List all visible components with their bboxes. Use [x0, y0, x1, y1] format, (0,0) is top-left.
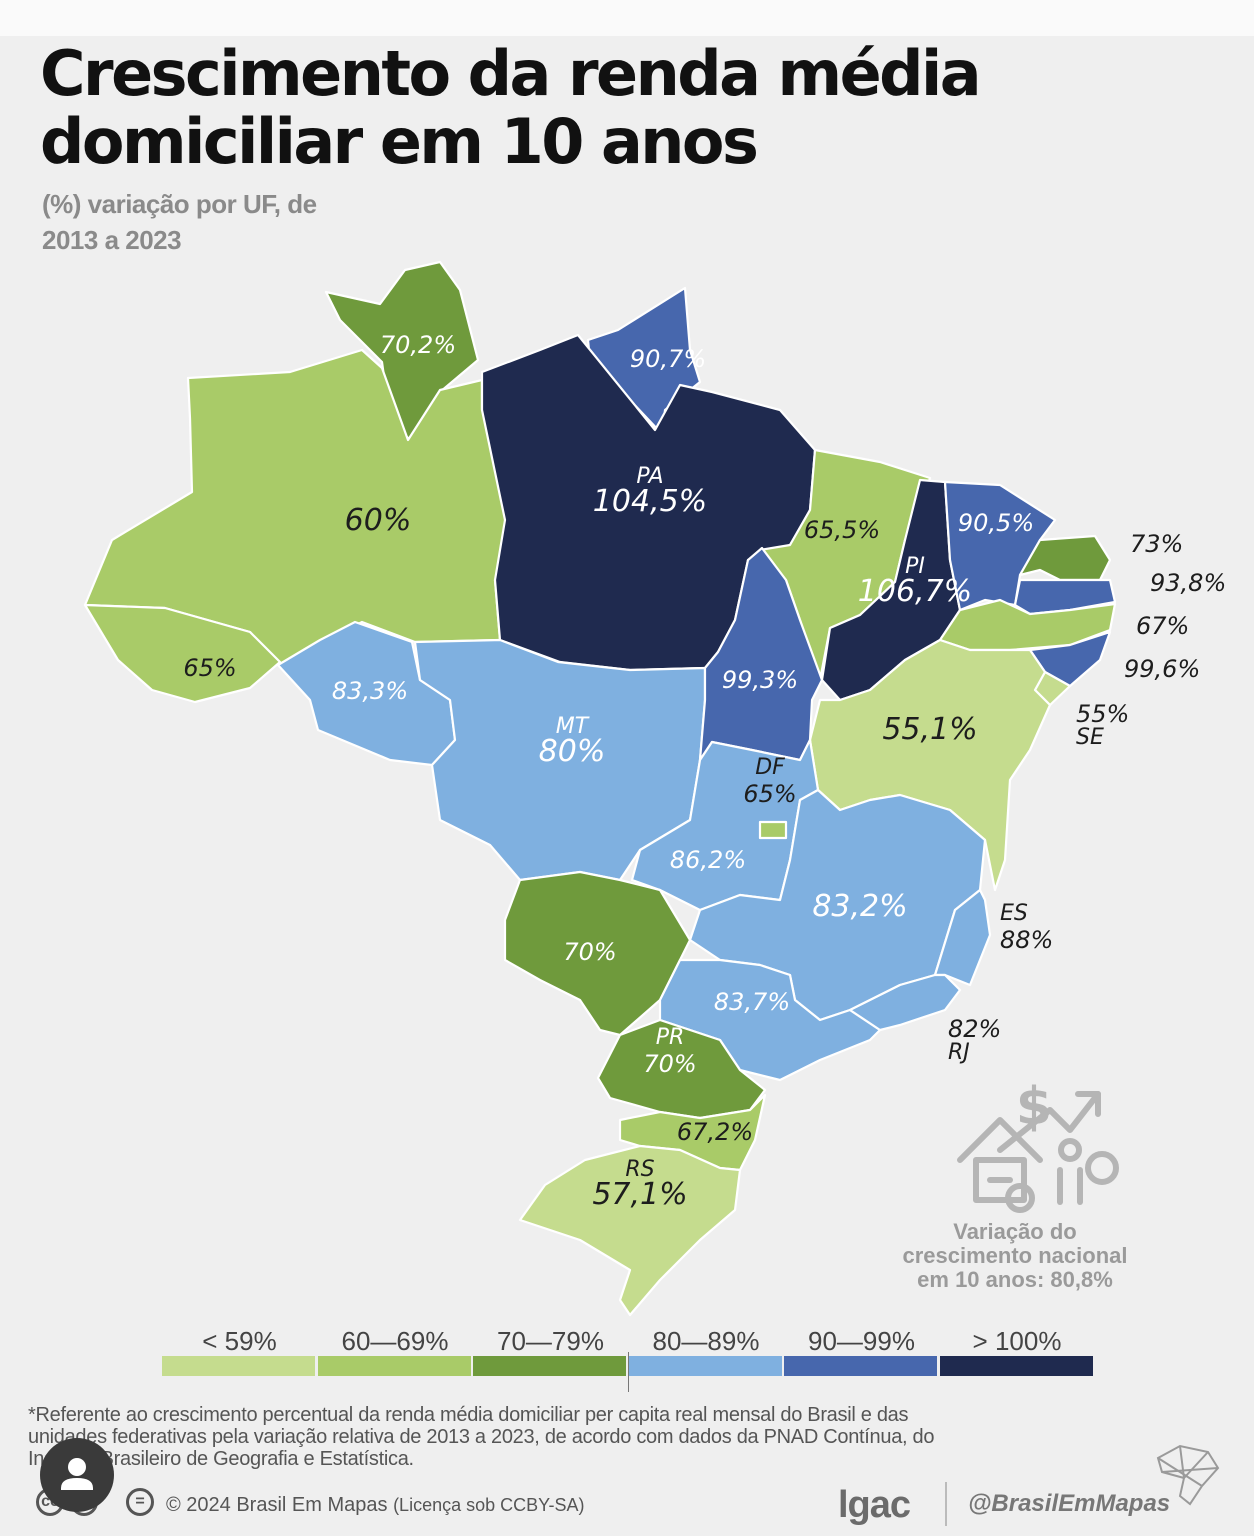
page-title: Crescimento da renda média domiciliar em…	[40, 40, 1040, 176]
house-income-growth-icon: $	[957, 1077, 1119, 1213]
state-label-to: 99,3%	[722, 666, 798, 694]
state-label-pb: 93,8%	[1150, 569, 1226, 597]
copyright-text: © 2024 Brasil Em Mapas	[166, 1494, 388, 1516]
legend-national-marker	[628, 1352, 629, 1392]
legend-label: 80—89%	[652, 1326, 760, 1356]
state-uf-df: DF	[755, 755, 785, 780]
legend-label: < 59%	[202, 1326, 277, 1356]
state-uf-se: SE	[1076, 725, 1104, 750]
national-growth-note: Variação do crescimento nacional em 10 a…	[880, 1220, 1150, 1292]
state-pr	[596, 1018, 767, 1120]
state-label-df: DF 65%	[743, 755, 796, 808]
state-uf-pa: PA	[636, 464, 663, 489]
national-line-3: em 10 anos: 80,8%	[917, 1267, 1113, 1292]
national-line-1: Variação do	[953, 1219, 1077, 1244]
state-rs	[518, 1144, 742, 1317]
state-df	[758, 820, 788, 840]
state-label-pe: 67%	[1136, 612, 1189, 640]
state-value-se: 55%	[1076, 700, 1129, 728]
state-label-pi: PI 106,7%	[858, 554, 972, 609]
state-value-pa: 104,5%	[593, 484, 707, 519]
state-value-pr: 70%	[643, 1050, 696, 1078]
legend-swatch	[473, 1356, 626, 1376]
state-label-rj: 82% RJ	[948, 1015, 1001, 1065]
state-uf-rs: RS	[625, 1157, 654, 1182]
legend-swatch	[628, 1356, 782, 1376]
state-label-pa: PA 104,5%	[593, 464, 707, 519]
legend-label: > 100%	[972, 1326, 1062, 1356]
svg-text:$: $	[1016, 1077, 1052, 1137]
legend-item-lt59: < 59%	[162, 1322, 317, 1384]
subtitle-line-2: 2013 a 2023	[42, 225, 182, 255]
state-label-ap: 90,7%	[630, 345, 706, 373]
legend-label: 70—79%	[497, 1326, 604, 1356]
legend-swatch	[939, 1356, 1093, 1376]
state-label-se: 55% SE	[1076, 700, 1129, 750]
title-line-1: Crescimento da renda média	[40, 37, 982, 110]
state-label-mt: MT 80%	[539, 714, 606, 769]
state-sc	[618, 1093, 767, 1172]
top-strip	[0, 0, 1254, 36]
title-line-2: domiciliar em 10 anos	[40, 105, 759, 178]
state-uf-es: ES	[1000, 901, 1028, 926]
state-value-rj: 82%	[948, 1015, 1001, 1043]
avatar-button[interactable]	[40, 1438, 114, 1512]
legend-label: 90—99%	[808, 1326, 915, 1356]
legend-item-c80_89: 80—89%	[628, 1322, 784, 1384]
state-value-pi: 106,7%	[858, 574, 972, 609]
state-uf-mt: MT	[556, 714, 590, 739]
state-label-ro: 83,3%	[332, 677, 408, 705]
legend-swatch	[317, 1356, 471, 1376]
state-label-es: ES 88%	[1000, 901, 1053, 954]
national-line-2: crescimento nacional	[902, 1243, 1128, 1268]
state-label-ms: 70%	[563, 938, 616, 966]
legend: < 59% 60—69% 70—79% 80—89% 90—99% > 100%	[162, 1322, 1094, 1384]
state-value-rs: 57,1%	[592, 1177, 687, 1212]
state-label-sc: 67,2%	[677, 1118, 753, 1146]
legend-item-c60_69: 60—69%	[317, 1322, 473, 1384]
legend-swatch	[162, 1356, 315, 1376]
person-icon	[61, 1458, 93, 1490]
state-ac	[83, 603, 282, 704]
legend-item-gt100: > 100%	[939, 1322, 1095, 1384]
legend-label: 60—69%	[341, 1326, 449, 1356]
state-label-am: 60%	[345, 503, 412, 538]
footer-divider	[945, 1482, 947, 1526]
state-label-pr: PR 70%	[643, 1025, 696, 1078]
state-uf-rj: RJ	[948, 1040, 970, 1065]
license-text: (Licença sob CCBY-SA)	[393, 1495, 585, 1515]
subtitle-line-1: (%) variação por UF, de	[42, 189, 317, 219]
legend-swatch	[784, 1356, 937, 1376]
state-label-ce: 90,5%	[958, 509, 1034, 537]
footnote: *Referente ao crescimento percentual da …	[28, 1404, 935, 1470]
brazil-map: 70,2% 90,7% 60% PA 104,5% 65% 83,3% MT 80% 65,5% P…	[83, 260, 1226, 1317]
social-handle: @BrasilEmMapas	[968, 1490, 1171, 1517]
legend-item-c70_79: 70—79%	[473, 1322, 628, 1384]
state-label-ma: 65,5%	[804, 516, 880, 544]
state-ms	[503, 870, 692, 1037]
state-label-mg: 83,2%	[812, 889, 907, 924]
state-label-rs: RS 57,1%	[592, 1157, 687, 1212]
state-label-rr: 70,2%	[380, 331, 456, 359]
state-rj	[848, 973, 962, 1032]
state-label-rn: 73%	[1130, 530, 1183, 558]
state-uf-pi: PI	[905, 554, 925, 579]
state-label-go: 86,2%	[670, 846, 746, 874]
nd-icon: =	[126, 1488, 154, 1516]
legend-item-c90_99: 90—99%	[784, 1322, 939, 1384]
state-uf-pr: PR	[656, 1025, 685, 1050]
state-label-al: 99,6%	[1124, 655, 1200, 683]
state-value-mt: 80%	[539, 734, 606, 769]
state-value-df: 65%	[743, 780, 796, 808]
lgac-logo: lgac	[838, 1484, 911, 1526]
state-label-ac: 65%	[183, 654, 236, 682]
copyright: © 2024 Brasil Em Mapas (Licença sob CCBY…	[166, 1494, 584, 1517]
state-label-ba: 55,1%	[882, 712, 977, 747]
state-value-es: 88%	[1000, 926, 1053, 954]
brazil-mesh-logo-icon	[1156, 1444, 1220, 1506]
subtitle: (%) variação por UF, de 2013 a 2023	[42, 186, 317, 258]
state-label-sp: 83,7%	[714, 988, 790, 1016]
